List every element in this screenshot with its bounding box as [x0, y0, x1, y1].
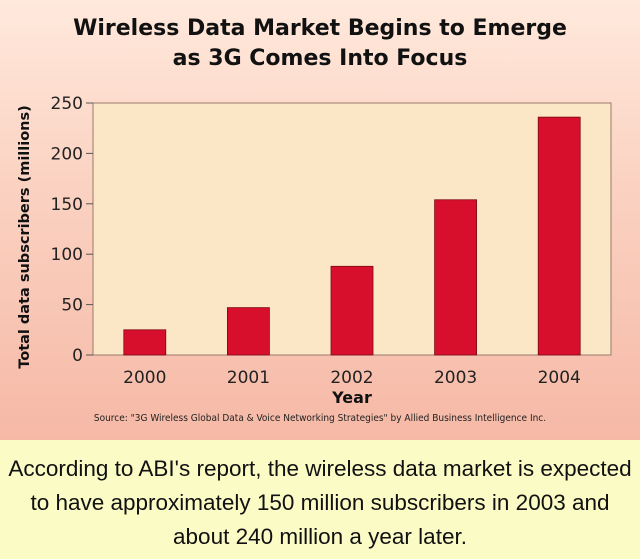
chart-title-line2: as 3G Comes Into Focus	[172, 46, 468, 71]
bar-2000	[123, 329, 167, 356]
chart-title-line1: Wireless Data Market Begins to Emerge	[73, 16, 567, 41]
x-tick-label-2002: 2002	[330, 368, 373, 388]
y-axis: 0 50 100 150 200 250	[51, 94, 93, 366]
bar-2002	[330, 265, 374, 356]
x-tick-label-2003: 2003	[434, 368, 477, 388]
caption-box: According to ABI's report, the wireless …	[0, 440, 640, 559]
chart-title: Wireless Data Market Begins to Emerge as…	[0, 14, 640, 74]
bar-chart: 0 50 100 150 200 250 2000 2001 2002 2003 2004 Yea…	[17, 94, 612, 407]
y-tick-label-50: 50	[61, 296, 83, 316]
x-axis-label: Year	[331, 388, 372, 407]
bar-2001	[226, 307, 270, 356]
bar-2003	[434, 199, 478, 356]
x-tick-label-2000: 2000	[123, 368, 166, 388]
x-tick-label-2001: 2001	[227, 368, 270, 388]
source-note: Source: "3G Wireless Global Data & Voice…	[93, 413, 547, 424]
y-axis-label: Total data subscribers (millions)	[17, 105, 33, 368]
y-tick-label-0: 0	[72, 346, 83, 366]
x-axis: 2000 2001 2002 2003 2004	[123, 368, 581, 388]
caption-text: According to ABI's report, the wireless …	[8, 456, 632, 549]
bars	[123, 116, 581, 356]
x-tick-label-2004: 2004	[538, 368, 581, 388]
bar-2004	[537, 116, 581, 356]
y-tick-label-250: 250	[51, 94, 83, 114]
y-tick-label-100: 100	[51, 245, 83, 265]
y-tick-label-200: 200	[51, 144, 83, 164]
y-tick-label-150: 150	[51, 195, 83, 215]
